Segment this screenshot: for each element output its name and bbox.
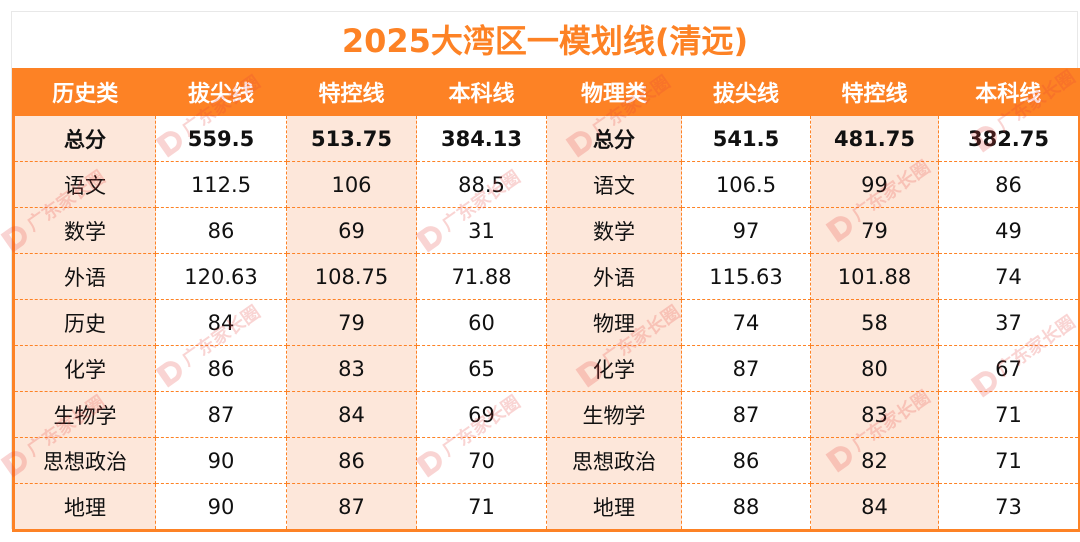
- history-subject-cell: 地理: [13, 483, 156, 531]
- physics-subject-cell: 生物学: [546, 391, 682, 438]
- physics-key-cell: 101.88: [810, 253, 939, 300]
- physics-undergrad-cell: 382.75: [938, 116, 1080, 162]
- history-undergrad-cell: 70: [416, 437, 547, 484]
- physics-key-cell: 79: [810, 207, 939, 254]
- history-top-cell: 87: [155, 391, 287, 438]
- history-key-cell: 87: [286, 483, 417, 531]
- table-row: 语文 112.5 106 88.5 语文 106.5 99 86: [13, 161, 1080, 208]
- physics-subject-cell: 总分: [546, 116, 682, 162]
- physics-undergrad-cell: 86: [938, 161, 1080, 208]
- physics-top-cell: 88: [681, 483, 811, 531]
- history-key-cell: 106: [286, 161, 417, 208]
- table-row: 生物学 87 84 69 生物学 87 83 71: [13, 391, 1080, 438]
- table-row: 历史 84 79 60 物理 74 58 37: [13, 299, 1080, 346]
- table-row: 化学 86 83 65 化学 87 80 67: [13, 345, 1080, 392]
- history-undergrad-cell: 384.13: [416, 116, 547, 162]
- physics-subject-cell: 外语: [546, 253, 682, 300]
- history-key-cell: 86: [286, 437, 417, 484]
- physics-subject-cell: 思想政治: [546, 437, 682, 484]
- header-physics-category: 物理类: [546, 68, 682, 116]
- physics-undergrad-cell: 73: [938, 483, 1080, 531]
- physics-undergrad-cell: 37: [938, 299, 1080, 346]
- table-row: 数学 86 69 31 数学 97 79 49: [13, 207, 1080, 254]
- header-history-undergrad-line: 本科线: [416, 68, 547, 116]
- physics-subject-cell: 地理: [546, 483, 682, 531]
- history-undergrad-cell: 88.5: [416, 161, 547, 208]
- history-top-cell: 90: [155, 483, 287, 531]
- physics-key-cell: 82: [810, 437, 939, 484]
- history-subject-cell: 总分: [13, 116, 156, 162]
- physics-top-cell: 86: [681, 437, 811, 484]
- header-physics-key-line: 特控线: [810, 68, 939, 116]
- score-line-table: 历史类 拔尖线 特控线 本科线 物理类 拔尖线 特控线 本科线 总分 559.5…: [12, 68, 1080, 532]
- header-history-category: 历史类: [13, 68, 156, 116]
- physics-undergrad-cell: 49: [938, 207, 1080, 254]
- history-undergrad-cell: 65: [416, 345, 547, 392]
- table-row: 思想政治 90 86 70 思想政治 86 82 71: [13, 437, 1080, 484]
- history-undergrad-cell: 60: [416, 299, 547, 346]
- history-top-cell: 559.5: [155, 116, 287, 162]
- header-history-top-line: 拔尖线: [155, 68, 287, 116]
- history-top-cell: 90: [155, 437, 287, 484]
- history-top-cell: 84: [155, 299, 287, 346]
- history-key-cell: 83: [286, 345, 417, 392]
- history-subject-cell: 外语: [13, 253, 156, 300]
- table-header-row: 历史类 拔尖线 特控线 本科线 物理类 拔尖线 特控线 本科线: [13, 68, 1080, 116]
- physics-subject-cell: 化学: [546, 345, 682, 392]
- physics-subject-cell: 物理: [546, 299, 682, 346]
- history-top-cell: 86: [155, 207, 287, 254]
- physics-key-cell: 58: [810, 299, 939, 346]
- history-subject-cell: 历史: [13, 299, 156, 346]
- physics-top-cell: 74: [681, 299, 811, 346]
- history-subject-cell: 语文: [13, 161, 156, 208]
- history-key-cell: 108.75: [286, 253, 417, 300]
- physics-undergrad-cell: 74: [938, 253, 1080, 300]
- table-row-total: 总分 559.5 513.75 384.13 总分 541.5 481.75 3…: [13, 116, 1080, 162]
- history-key-cell: 84: [286, 391, 417, 438]
- physics-undergrad-cell: 67: [938, 345, 1080, 392]
- history-undergrad-cell: 69: [416, 391, 547, 438]
- physics-top-cell: 97: [681, 207, 811, 254]
- history-top-cell: 86: [155, 345, 287, 392]
- physics-top-cell: 541.5: [681, 116, 811, 162]
- physics-top-cell: 87: [681, 345, 811, 392]
- physics-undergrad-cell: 71: [938, 437, 1080, 484]
- header-history-key-line: 特控线: [286, 68, 417, 116]
- history-top-cell: 120.63: [155, 253, 287, 300]
- history-key-cell: 79: [286, 299, 417, 346]
- table-row: 地理 90 87 71 地理 88 84 73: [13, 483, 1080, 531]
- header-physics-top-line: 拔尖线: [681, 68, 811, 116]
- page-title: 2025大湾区一模划线(清远): [341, 22, 749, 60]
- history-subject-cell: 数学: [13, 207, 156, 254]
- history-key-cell: 69: [286, 207, 417, 254]
- history-undergrad-cell: 71: [416, 483, 547, 531]
- history-key-cell: 513.75: [286, 116, 417, 162]
- physics-top-cell: 115.63: [681, 253, 811, 300]
- history-subject-cell: 化学: [13, 345, 156, 392]
- physics-key-cell: 80: [810, 345, 939, 392]
- physics-subject-cell: 语文: [546, 161, 682, 208]
- history-subject-cell: 思想政治: [13, 437, 156, 484]
- history-top-cell: 112.5: [155, 161, 287, 208]
- physics-top-cell: 106.5: [681, 161, 811, 208]
- physics-subject-cell: 数学: [546, 207, 682, 254]
- header-physics-undergrad-line: 本科线: [938, 68, 1080, 116]
- table-row: 外语 120.63 108.75 71.88 外语 115.63 101.88 …: [13, 253, 1080, 300]
- physics-undergrad-cell: 71: [938, 391, 1080, 438]
- history-undergrad-cell: 71.88: [416, 253, 547, 300]
- physics-key-cell: 481.75: [810, 116, 939, 162]
- history-undergrad-cell: 31: [416, 207, 547, 254]
- physics-key-cell: 84: [810, 483, 939, 531]
- history-subject-cell: 生物学: [13, 391, 156, 438]
- physics-top-cell: 87: [681, 391, 811, 438]
- physics-key-cell: 99: [810, 161, 939, 208]
- physics-key-cell: 83: [810, 391, 939, 438]
